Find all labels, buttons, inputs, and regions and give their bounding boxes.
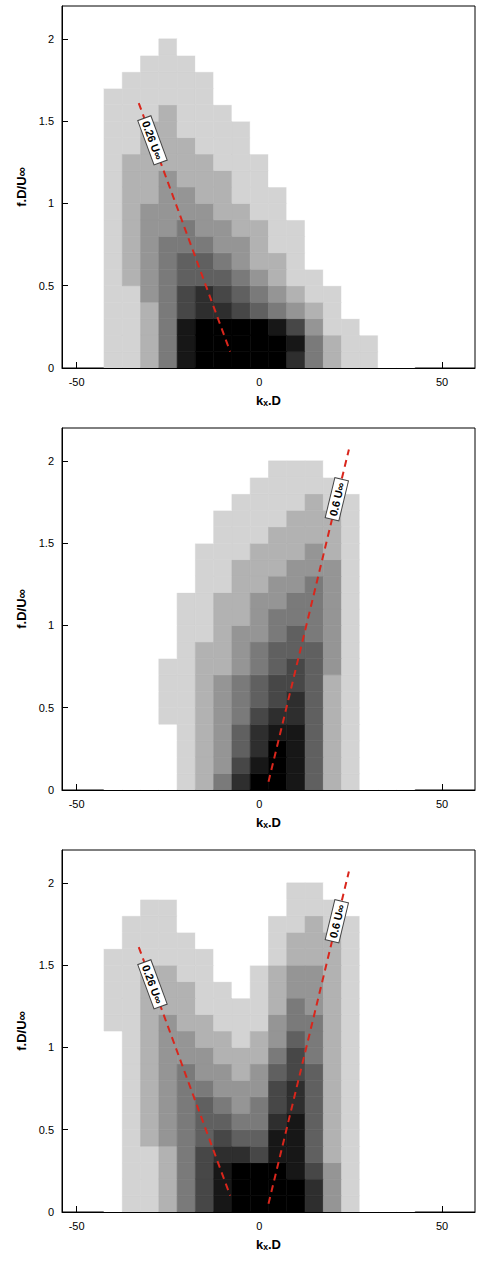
svg-text:1.5: 1.5 (39, 959, 54, 971)
svg-text:kₓ.D: kₓ.D (256, 815, 281, 830)
svg-text:1: 1 (48, 1041, 54, 1053)
svg-text:1: 1 (48, 619, 54, 631)
svg-text:0: 0 (256, 1220, 262, 1232)
svg-text:1: 1 (48, 197, 54, 209)
svg-text:0: 0 (48, 362, 54, 374)
svg-text:0: 0 (256, 798, 262, 810)
svg-text:50: 50 (436, 798, 448, 810)
svg-text:kₓ.D: kₓ.D (256, 393, 281, 408)
svg-text:2: 2 (48, 455, 54, 467)
svg-text:0.6 U∞: 0.6 U∞ (327, 903, 347, 939)
svg-text:f.D/U∞: f.D/U∞ (14, 1011, 29, 1051)
svg-text:50: 50 (436, 376, 448, 388)
svg-text:1.5: 1.5 (39, 537, 54, 549)
svg-text:2: 2 (48, 33, 54, 45)
svg-text:0.26 U∞: 0.26 U∞ (140, 119, 165, 161)
svg-text:f.D/U∞: f.D/U∞ (14, 589, 29, 629)
svg-text:0.26 U∞: 0.26 U∞ (140, 963, 165, 1005)
svg-text:1.5: 1.5 (39, 115, 54, 127)
svg-text:f.D/U∞: f.D/U∞ (14, 167, 29, 207)
svg-text:0.5: 0.5 (39, 702, 54, 714)
svg-text:-50: -50 (69, 798, 85, 810)
svg-text:0: 0 (48, 784, 54, 796)
svg-text:kₓ.D: kₓ.D (256, 1237, 281, 1252)
svg-text:-50: -50 (69, 376, 85, 388)
svg-text:0.5: 0.5 (39, 280, 54, 292)
svg-text:50: 50 (436, 1220, 448, 1232)
svg-text:-50: -50 (69, 1220, 85, 1232)
svg-text:0.6 U∞: 0.6 U∞ (327, 481, 347, 517)
svg-text:0: 0 (256, 376, 262, 388)
svg-text:0: 0 (48, 1206, 54, 1218)
svg-text:2: 2 (48, 877, 54, 889)
svg-text:0.5: 0.5 (39, 1124, 54, 1136)
